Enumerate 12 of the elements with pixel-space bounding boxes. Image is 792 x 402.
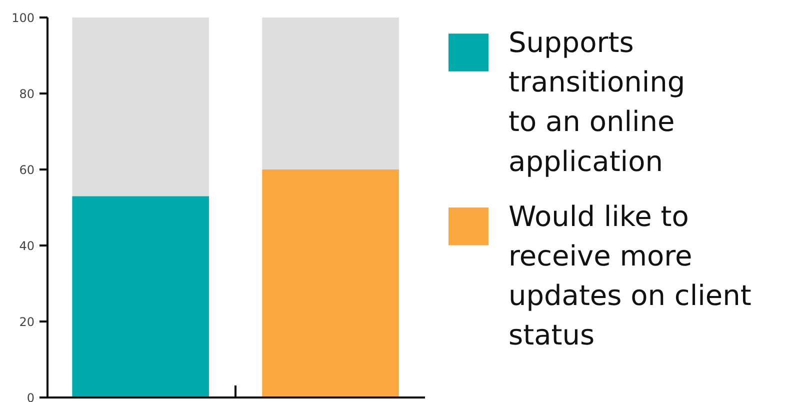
bar <box>262 18 399 170</box>
bar <box>262 170 399 398</box>
legend-label: Would like to receive more updates on client status <box>508 200 752 352</box>
bar <box>72 18 209 196</box>
y-tick-label: 80 <box>19 87 35 101</box>
y-tick-label: 0 <box>26 391 35 402</box>
y-tick-label: 100 <box>12 11 34 25</box>
y-tick-label: 20 <box>19 315 35 329</box>
bar <box>72 196 209 398</box>
y-tick-label: 40 <box>19 239 35 253</box>
y-tick-label: 60 <box>19 163 35 177</box>
legend-label: Supports transitioning to an online application <box>508 26 686 178</box>
